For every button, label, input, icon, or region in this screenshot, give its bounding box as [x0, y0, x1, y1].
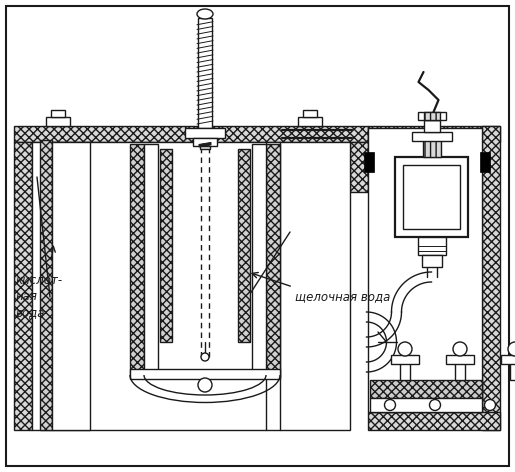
Circle shape [398, 342, 412, 356]
Bar [501, 355, 515, 364]
Bar [368, 126, 500, 142]
Bar [14, 126, 368, 142]
Circle shape [430, 399, 440, 411]
Bar [14, 142, 32, 430]
Bar [144, 144, 158, 377]
Bar [423, 120, 439, 132]
Bar [370, 398, 482, 412]
Bar [52, 142, 90, 430]
Circle shape [198, 378, 212, 392]
Bar [368, 412, 500, 430]
Bar [391, 355, 419, 364]
Bar [200, 140, 210, 149]
Circle shape [508, 342, 515, 356]
Bar [418, 237, 445, 255]
Bar [252, 144, 266, 377]
Bar [198, 18, 212, 128]
Text: щелочная вода: щелочная вода [295, 290, 390, 303]
Bar [482, 126, 500, 430]
Text: кислот-
ная
вода: кислот- ная вода [16, 275, 63, 320]
Bar [418, 112, 445, 120]
Circle shape [453, 342, 467, 356]
Bar [32, 142, 350, 430]
Bar [238, 149, 250, 342]
Bar [480, 152, 490, 172]
Bar [422, 139, 440, 157]
Bar [364, 152, 374, 172]
Bar [298, 117, 322, 126]
Bar [368, 128, 482, 412]
Bar [51, 110, 65, 117]
Bar [446, 355, 474, 364]
Bar [130, 369, 280, 379]
Bar [46, 117, 70, 126]
Bar [421, 255, 441, 267]
Bar [160, 149, 172, 342]
Bar [423, 112, 439, 120]
Bar [303, 110, 317, 117]
Bar [403, 165, 460, 229]
Circle shape [201, 353, 209, 361]
Bar [400, 358, 410, 380]
Bar [185, 128, 225, 138]
Bar [510, 358, 515, 380]
Bar [395, 157, 468, 237]
Circle shape [485, 399, 495, 411]
Bar [350, 142, 368, 192]
Circle shape [385, 399, 396, 411]
Bar [130, 144, 144, 377]
Bar [455, 358, 465, 380]
Bar [370, 380, 482, 398]
Bar [266, 144, 280, 377]
Ellipse shape [197, 9, 213, 19]
Bar [411, 132, 452, 141]
Bar [40, 140, 52, 430]
Bar [193, 138, 217, 146]
